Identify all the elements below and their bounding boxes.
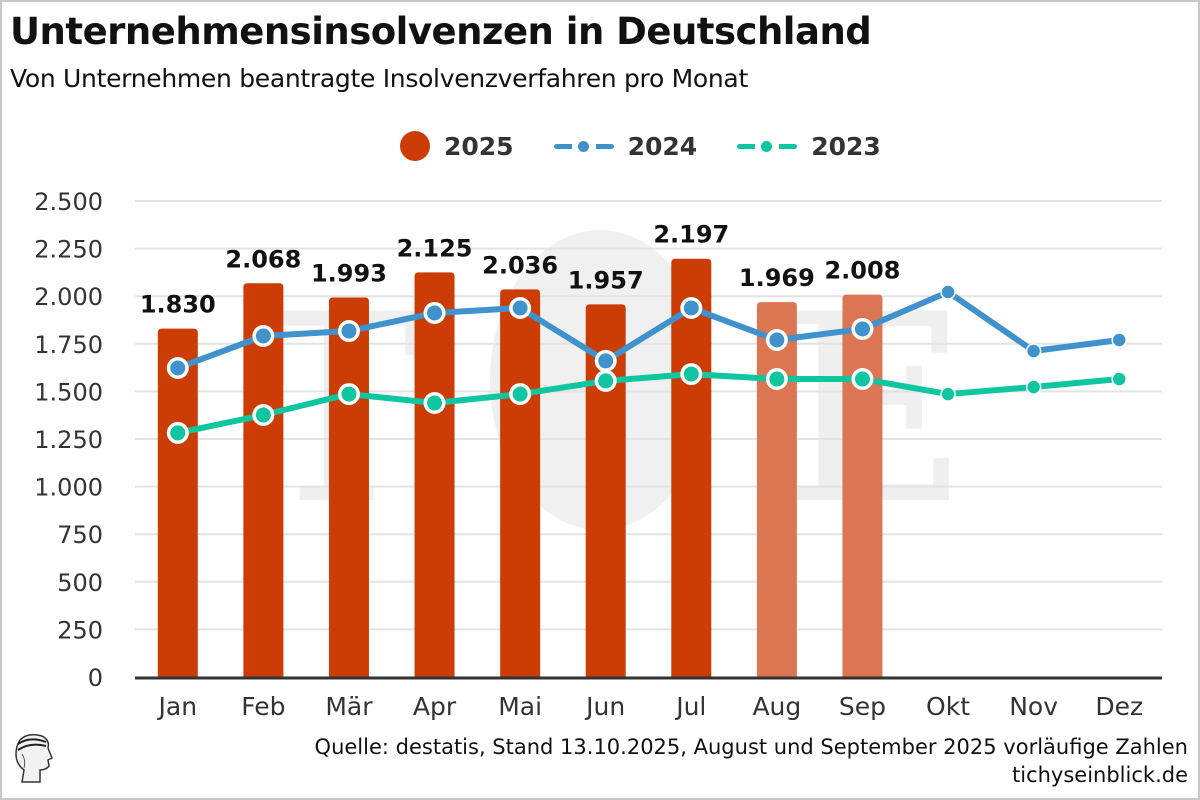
bar [157, 328, 198, 677]
bars-2025 [157, 258, 883, 677]
y-tick-label: 1.500 [34, 378, 103, 406]
bar-data-label: 2.008 [824, 257, 900, 285]
legend-item-2025[interactable]: 2025 [400, 131, 514, 161]
data-point [170, 425, 186, 441]
data-point [512, 386, 528, 402]
data-point [683, 300, 699, 316]
legend-item-2024[interactable]: 2024 [553, 131, 698, 161]
series-line [174, 289, 1123, 371]
hermes-head-logo-icon [15, 733, 53, 783]
source-note: Quelle: destatis, Stand 13.10.2025, Augu… [314, 735, 1188, 759]
data-point [854, 371, 870, 387]
y-tick-label: 500 [57, 569, 103, 597]
data-point [1025, 379, 1042, 395]
chart-subtitle: Von Unternehmen beantragte Insolvenzverf… [10, 64, 748, 93]
bar [328, 297, 369, 677]
legend-swatch-2023 [737, 136, 798, 156]
data-point [1025, 343, 1042, 359]
x-tick-label: Mär [325, 692, 373, 721]
bar-data-label: 2.036 [482, 251, 558, 279]
legend-item-2023[interactable]: 2023 [737, 132, 881, 161]
data-point [940, 386, 956, 402]
site-credit[interactable]: tichyseinblick.de [1012, 763, 1188, 787]
bar-data-label: 1.969 [739, 264, 815, 292]
bar [414, 272, 455, 677]
legend-label-2025: 2025 [444, 131, 514, 161]
y-tick-label: 1.000 [34, 474, 103, 502]
x-tick-label: Sep [839, 692, 886, 721]
bar-data-label: 2.197 [653, 221, 729, 249]
bar [585, 304, 626, 677]
line-2024 [166, 284, 1127, 379]
bar [842, 294, 883, 677]
x-tick-label: Okt [926, 692, 970, 721]
series-line [174, 371, 1123, 436]
x-tick-label: Jun [584, 692, 625, 721]
y-tick-label: 1.250 [34, 426, 103, 454]
x-tick-label: Mai [498, 692, 542, 721]
bar [756, 302, 797, 677]
y-tick-label: 2.000 [34, 283, 103, 311]
y-tick-label: 2.250 [34, 236, 103, 264]
legend-label-2023: 2023 [811, 131, 881, 161]
bar-data-label: 2.068 [225, 245, 301, 273]
bar-data-label: 1.993 [311, 260, 387, 288]
data-point [341, 386, 357, 402]
y-tick-label: 0 [88, 664, 103, 692]
legend-swatch-2025 [400, 131, 430, 161]
x-tick-label: Apr [413, 692, 457, 721]
bar-data-label: 1.830 [140, 291, 216, 319]
data-point [940, 284, 956, 300]
y-tick-label: 2.500 [34, 188, 103, 216]
x-tick-label: Jan [157, 692, 198, 721]
bar [500, 289, 541, 677]
y-axis: 0 250 500 750 1.000 1.250 1.500 1.750 2.000 2.250… [34, 188, 103, 692]
bar-data-label: 2.125 [397, 234, 473, 262]
legend-label-2024: 2024 [627, 131, 698, 161]
data-point [598, 353, 614, 369]
line-2023 [166, 363, 1127, 444]
data-point [427, 305, 443, 321]
bar [671, 258, 712, 677]
data-point [1111, 332, 1127, 348]
bar-labels-2025: 1.830 2.068 1.993 2.125 2.036 1.957 2.197 1.969… [140, 221, 901, 319]
data-point [769, 371, 785, 387]
data-point [769, 332, 785, 348]
data-point [255, 407, 271, 423]
x-tick-label: Jul [674, 692, 706, 721]
y-tick-label: 750 [57, 521, 103, 549]
x-tick-label: Aug [752, 692, 801, 721]
data-point [427, 395, 443, 411]
x-tick-label: Nov [1009, 692, 1058, 721]
data-point [598, 373, 614, 389]
data-point [170, 360, 186, 376]
x-axis: Jan Feb Mär Apr Mai Jun Jul Aug Sep Okt Nov Dez [157, 692, 1144, 721]
data-point [854, 321, 870, 337]
bar [243, 283, 284, 677]
x-tick-label: Feb [241, 692, 285, 721]
legend-swatch-2024 [553, 136, 614, 156]
y-tick-label: 250 [57, 616, 103, 644]
y-tick-label: 1.750 [34, 331, 103, 359]
bar-data-label: 1.957 [568, 266, 644, 294]
legend: 2025 2024 2023 [400, 128, 921, 164]
chart-title: Unternehmensinsolvenzen in Deutschland [10, 10, 872, 53]
data-point [512, 300, 528, 316]
data-point [1111, 371, 1127, 387]
data-point [683, 366, 699, 382]
x-tick-label: Dez [1095, 692, 1143, 721]
data-point [255, 328, 271, 344]
data-point [341, 323, 357, 339]
